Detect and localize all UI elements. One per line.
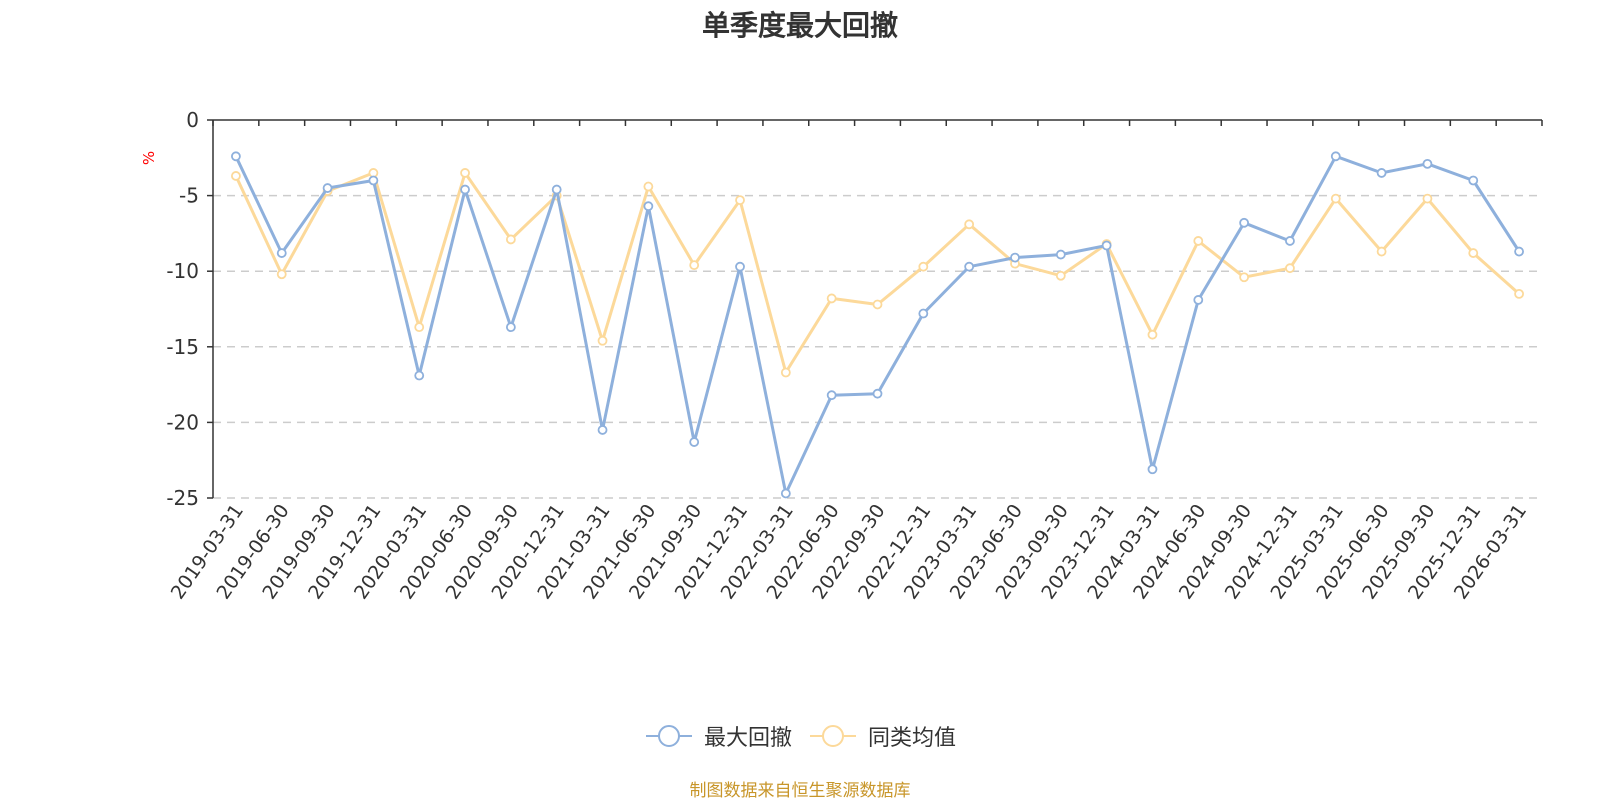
data-point bbox=[368, 175, 379, 186]
data-point bbox=[735, 195, 745, 206]
data-point bbox=[505, 322, 516, 333]
data-point bbox=[1285, 236, 1295, 246]
data-point bbox=[231, 151, 241, 162]
data-point bbox=[1010, 252, 1020, 263]
legend-marker-icon bbox=[810, 725, 856, 747]
legend-marker-circle bbox=[822, 725, 844, 747]
data-point bbox=[1147, 329, 1158, 340]
data-point bbox=[597, 335, 608, 346]
data-point bbox=[1514, 246, 1524, 257]
data-point bbox=[414, 322, 425, 333]
data-point bbox=[964, 261, 975, 272]
legend-marker-icon bbox=[645, 725, 692, 747]
series bbox=[231, 151, 1524, 499]
data-point bbox=[872, 388, 883, 399]
source-note: 制图数据来自恒生聚源数据库 bbox=[689, 781, 911, 801]
series-line-1 bbox=[234, 154, 1521, 495]
y-axis-label: % bbox=[140, 151, 158, 165]
data-point bbox=[643, 181, 654, 192]
data-point bbox=[322, 183, 333, 193]
data-point bbox=[1330, 151, 1341, 162]
legend-item-2[interactable]: 同类均值 bbox=[808, 720, 956, 752]
data-point bbox=[1239, 217, 1250, 228]
data-point bbox=[826, 390, 837, 401]
y-tick-label: -25 bbox=[166, 486, 199, 510]
data-point bbox=[1193, 295, 1204, 305]
data-point bbox=[1376, 246, 1387, 257]
data-point bbox=[1055, 249, 1066, 260]
data-point bbox=[964, 219, 975, 230]
y-tick-label: -10 bbox=[166, 259, 199, 283]
y-tick-label: -20 bbox=[166, 410, 199, 434]
data-point bbox=[276, 269, 287, 280]
data-point bbox=[1422, 158, 1433, 169]
data-point bbox=[414, 370, 425, 381]
data-point bbox=[1055, 270, 1066, 281]
data-point bbox=[231, 171, 241, 181]
data-point bbox=[597, 425, 608, 435]
y-tick-label: 0 bbox=[186, 108, 199, 132]
data-point bbox=[1101, 240, 1112, 251]
data-point bbox=[689, 260, 700, 271]
data-point bbox=[1514, 288, 1524, 299]
data-point bbox=[1468, 248, 1479, 258]
data-point bbox=[460, 184, 470, 195]
data-point bbox=[872, 299, 883, 310]
data-point bbox=[1285, 263, 1295, 274]
data-point bbox=[918, 261, 929, 272]
legend: 最大回撤 同类均值 bbox=[0, 720, 1600, 755]
grid-lines bbox=[213, 194, 1542, 499]
legend-item-1[interactable]: 最大回撤 bbox=[644, 720, 792, 752]
legend-label: 最大回撤 bbox=[703, 726, 792, 751]
data-point bbox=[735, 261, 745, 272]
legend-marker-circle bbox=[657, 725, 680, 747]
data-point bbox=[780, 367, 791, 378]
data-point bbox=[460, 168, 470, 178]
data-point bbox=[505, 234, 516, 245]
data-point bbox=[1147, 464, 1158, 475]
data-point bbox=[276, 248, 287, 258]
line-chart: 0-5-10-15-20-252019-03-312019-06-302019-… bbox=[140, 108, 1543, 603]
data-point bbox=[826, 293, 837, 304]
data-point bbox=[918, 308, 929, 319]
data-point bbox=[1376, 168, 1387, 178]
data-point bbox=[1193, 236, 1204, 246]
data-point bbox=[643, 201, 654, 212]
data-point bbox=[689, 437, 700, 447]
chart-title: 单季度最大回撤 bbox=[701, 9, 898, 42]
data-point bbox=[780, 488, 791, 499]
data-point bbox=[551, 184, 562, 195]
y-tick-label: -5 bbox=[179, 184, 199, 208]
y-tick-label: -15 bbox=[166, 335, 199, 359]
legend-label: 同类均值 bbox=[868, 726, 957, 751]
data-point bbox=[1239, 272, 1250, 283]
data-point bbox=[1330, 193, 1341, 204]
data-point bbox=[1422, 193, 1433, 204]
data-point bbox=[1468, 175, 1479, 186]
